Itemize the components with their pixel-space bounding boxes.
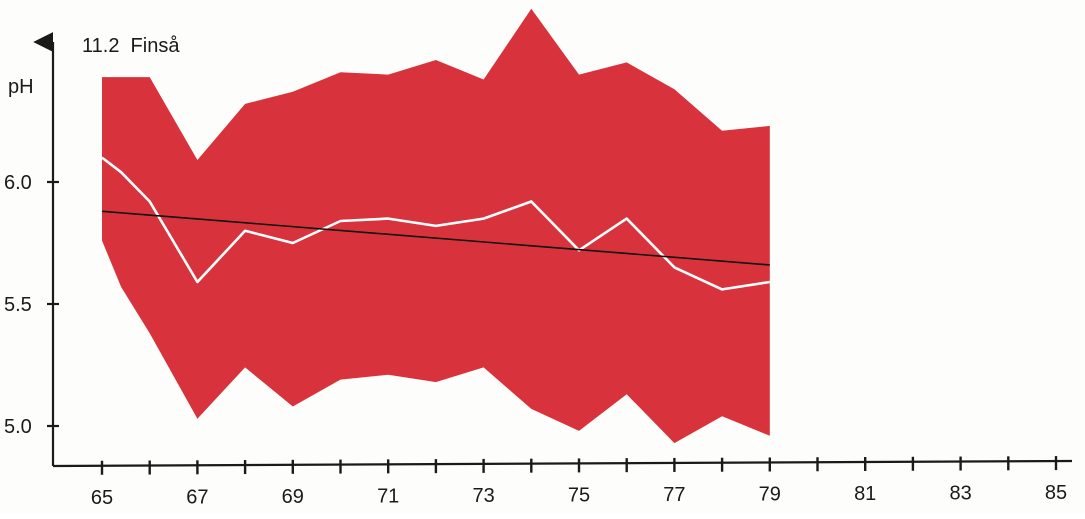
- tick-layer: 65 67 69 71 73 75 77 79 81 83 85 5.0 5.5 6.0: [4, 172, 1067, 509]
- series-line-layer: [101, 156, 770, 291]
- x-tick-label: 77: [663, 484, 685, 506]
- axes-layer: [33, 32, 1073, 468]
- trend-line: [101, 210, 770, 266]
- chart-title: 11.2 Finså: [82, 35, 180, 57]
- y-axis-label: pH: [8, 76, 34, 98]
- mean-ph-line: [101, 156, 770, 291]
- x-tick-label: 81: [854, 483, 876, 505]
- x-tick-label: 71: [377, 485, 399, 507]
- x-tick-label: 67: [186, 486, 208, 508]
- y-tick-label: 5.0: [4, 416, 32, 438]
- x-tick-label: 85: [1045, 482, 1067, 504]
- x-tick-label: 83: [949, 483, 971, 505]
- x-tick-label: 69: [282, 486, 304, 508]
- x-tick-label: 79: [759, 483, 781, 505]
- x-tick-label: 75: [568, 484, 590, 506]
- y-tick-label: 5.5: [4, 294, 32, 316]
- x-axis-line: [52, 459, 1073, 468]
- x-tick-label: 73: [472, 485, 494, 507]
- y-tick-label: 6.0: [4, 172, 32, 194]
- x-tick-label: 65: [91, 487, 113, 509]
